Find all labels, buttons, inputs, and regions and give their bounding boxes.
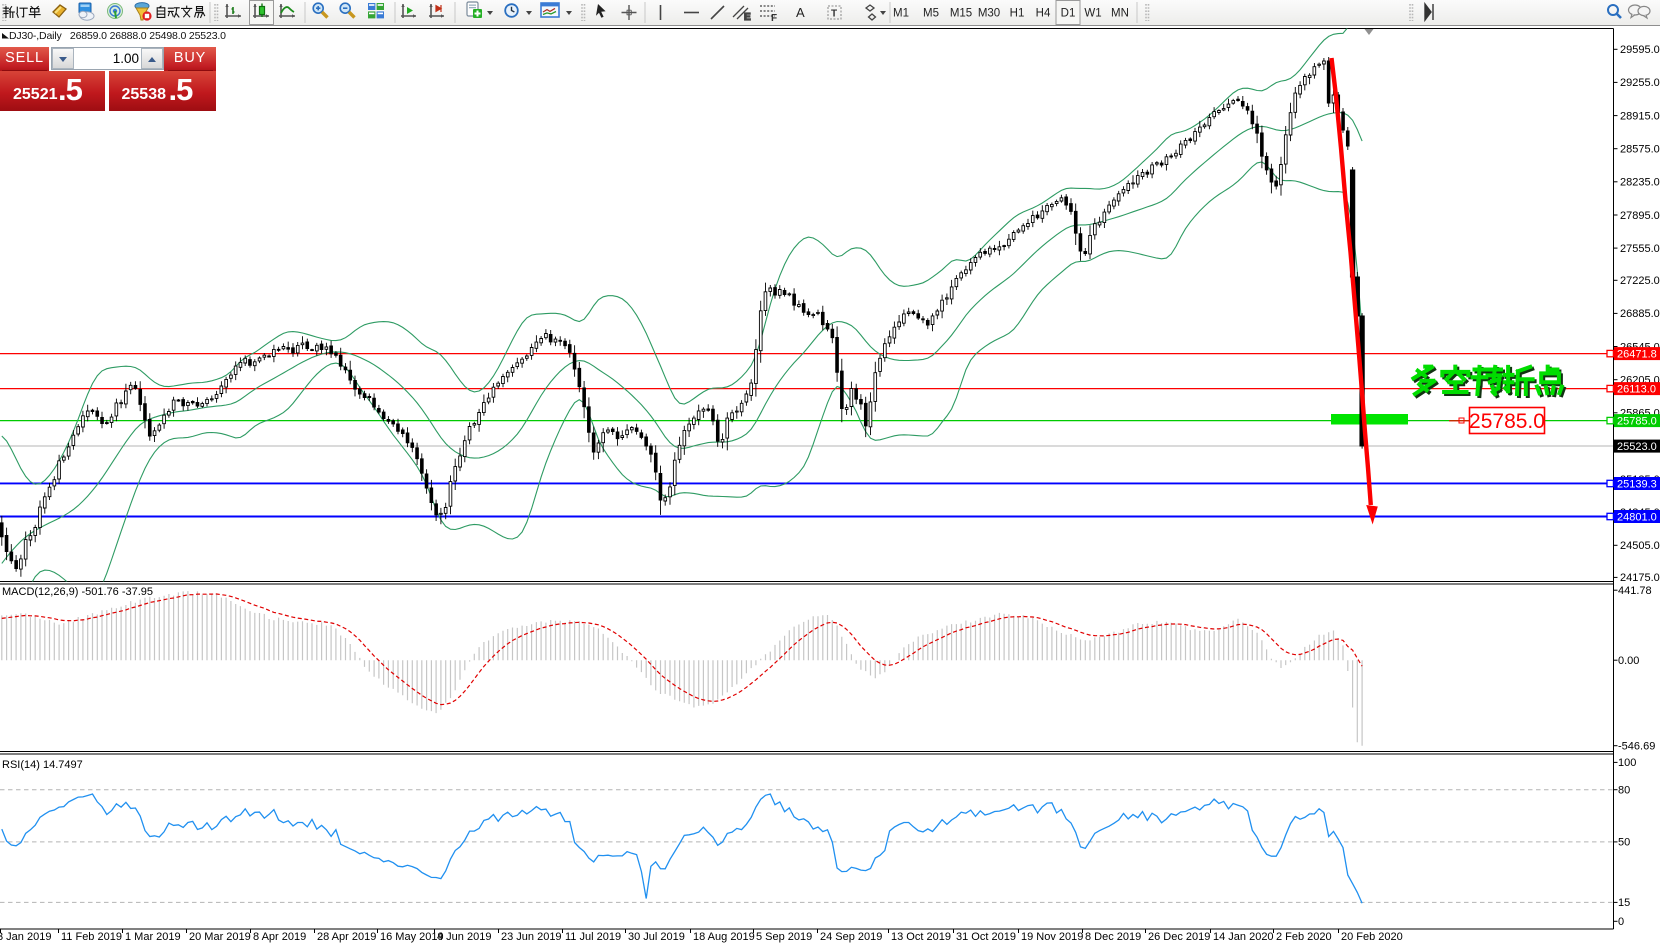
svg-text:8 Apr 2019: 8 Apr 2019 — [253, 931, 306, 943]
svg-text:24 Sep 2019: 24 Sep 2019 — [820, 931, 882, 943]
svg-text:28575.0: 28575.0 — [1620, 144, 1660, 156]
svg-text:3 Jan 2019: 3 Jan 2019 — [0, 931, 51, 943]
svg-text:M1: M1 — [893, 8, 909, 20]
svg-text:26 Dec 2019: 26 Dec 2019 — [1148, 931, 1210, 943]
svg-text:M5: M5 — [923, 8, 939, 20]
svg-text:27895.0: 27895.0 — [1620, 210, 1660, 222]
svg-text:25139.3: 25139.3 — [1617, 479, 1657, 491]
svg-text:26885.0: 26885.0 — [1620, 308, 1660, 320]
svg-text:T: T — [831, 9, 837, 20]
svg-text:8 Dec 2019: 8 Dec 2019 — [1085, 931, 1141, 943]
svg-text:18 Aug 2019: 18 Aug 2019 — [693, 931, 755, 943]
svg-text:11 Jul 2019: 11 Jul 2019 — [565, 931, 621, 943]
svg-text:27555.0: 27555.0 — [1620, 243, 1660, 255]
svg-text:28235.0: 28235.0 — [1620, 177, 1660, 189]
svg-text:-546.69: -546.69 — [1618, 741, 1655, 753]
svg-text:4 Jun 2019: 4 Jun 2019 — [437, 931, 491, 943]
svg-text:15: 15 — [1618, 897, 1630, 909]
svg-text:20 Feb 2020: 20 Feb 2020 — [1341, 931, 1403, 943]
svg-text:30 Jul 2019: 30 Jul 2019 — [628, 931, 685, 943]
svg-text:50: 50 — [1618, 837, 1630, 849]
svg-text:DJ30-,Daily 26859.0 26888.0: DJ30-,Daily 26859.0 26888.0 25498.0 2552… — [9, 30, 226, 42]
svg-text:11 Feb 2019: 11 Feb 2019 — [61, 931, 122, 943]
svg-text:5 Sep 2019: 5 Sep 2019 — [756, 931, 812, 943]
svg-text:26113.0: 26113.0 — [1617, 384, 1656, 396]
svg-text:28915.0: 28915.0 — [1620, 110, 1660, 122]
svg-text:MACD(12,26,9) -501.76 -37.95: MACD(12,26,9) -501.76 -37.95 — [2, 586, 153, 598]
svg-text:29595.0: 29595.0 — [1620, 44, 1660, 56]
svg-text:H4: H4 — [1036, 8, 1051, 20]
svg-text:M30: M30 — [978, 8, 1000, 20]
svg-text:1 Mar 2019: 1 Mar 2019 — [125, 931, 181, 943]
svg-text:27225.0: 27225.0 — [1620, 275, 1660, 287]
svg-text:14 Jan 2020: 14 Jan 2020 — [1213, 931, 1274, 943]
svg-text:441.78: 441.78 — [1618, 585, 1652, 597]
svg-text:24505.0: 24505.0 — [1620, 540, 1660, 552]
svg-text:H1: H1 — [1010, 8, 1025, 20]
svg-text:25785.0: 25785.0 — [1469, 410, 1545, 433]
svg-text:25785.0: 25785.0 — [1617, 416, 1657, 428]
svg-text:19 Nov 2019: 19 Nov 2019 — [1021, 931, 1083, 943]
svg-text:D1: D1 — [1061, 8, 1076, 20]
svg-text:24801.0: 24801.0 — [1617, 512, 1657, 524]
svg-text:80: 80 — [1618, 785, 1630, 797]
svg-text:25523.0: 25523.0 — [1617, 441, 1657, 453]
svg-text:E: E — [744, 12, 751, 23]
svg-text:26471.8: 26471.8 — [1617, 349, 1657, 361]
svg-text:16 May 2019: 16 May 2019 — [380, 931, 444, 943]
svg-text:M15: M15 — [950, 8, 972, 20]
svg-text:29255.0: 29255.0 — [1620, 77, 1660, 89]
svg-text:31 Oct 2019: 31 Oct 2019 — [956, 931, 1016, 943]
svg-text:100: 100 — [1618, 757, 1636, 769]
svg-text:2 Feb 2020: 2 Feb 2020 — [1276, 931, 1332, 943]
svg-text:RSI(14) 14.7497: RSI(14) 14.7497 — [2, 759, 83, 771]
svg-text:W1: W1 — [1084, 8, 1101, 20]
svg-text:23 Jun 2019: 23 Jun 2019 — [501, 931, 562, 943]
svg-text:13 Oct 2019: 13 Oct 2019 — [891, 931, 951, 943]
svg-text:A: A — [796, 5, 805, 20]
svg-text:0.00: 0.00 — [1618, 655, 1639, 667]
svg-text:20 Mar 2019: 20 Mar 2019 — [189, 931, 251, 943]
svg-text:F: F — [771, 13, 777, 24]
svg-text:0: 0 — [1618, 916, 1624, 928]
svg-text:24175.0: 24175.0 — [1620, 572, 1660, 584]
svg-text:MN: MN — [1111, 8, 1129, 20]
svg-text:28 Apr 2019: 28 Apr 2019 — [317, 931, 376, 943]
